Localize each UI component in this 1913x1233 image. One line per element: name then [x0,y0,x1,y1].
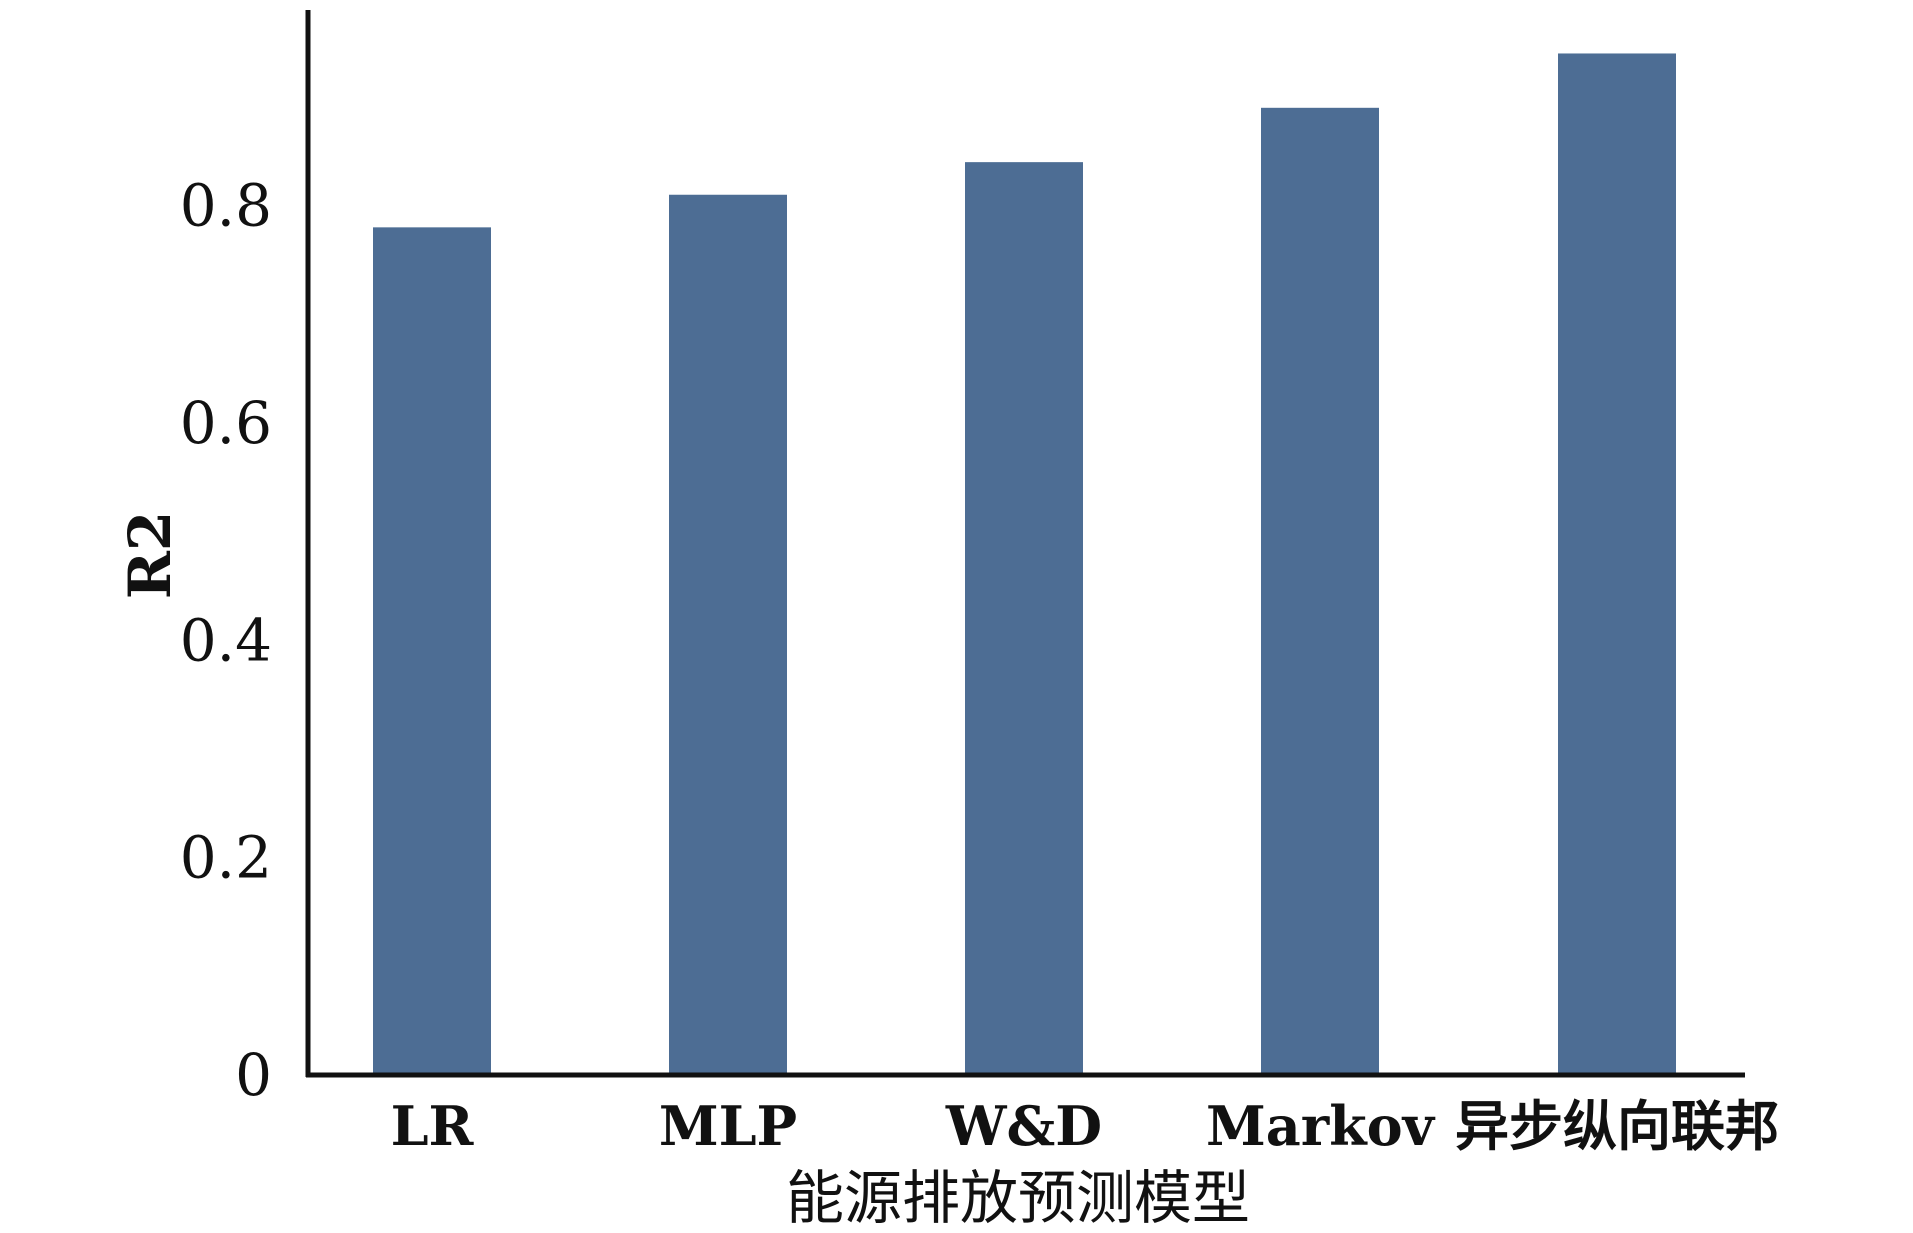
y-tick-labels: 0 0.2 0.4 0.6 0.8 [180,172,272,1109]
bar-2 [965,162,1083,1076]
y-tick-label-3: 0.6 [180,389,272,457]
bar-1 [669,194,787,1076]
y-tick-label-2: 0.4 [180,606,272,674]
x-tick-label-0: LR [391,1094,475,1158]
y-tick-label-0: 0 [235,1041,272,1109]
y-axis-title: R2 [116,511,184,600]
x-tick-label-2: W&D [945,1094,1102,1158]
y-tick-label-1: 0.2 [180,824,272,892]
bars-layer [373,53,1676,1076]
x-axis-title: 能源排放预测模型 [786,1164,1250,1228]
y-tick-label-4: 0.8 [180,172,272,240]
svg-text:R2: R2 [116,511,184,600]
x-category-labels: LR MLP W&D Markov 异步纵向联邦 [391,1094,1779,1158]
x-tick-label-1: MLP [659,1094,797,1158]
bar-0 [373,227,491,1076]
x-tick-label-3: Markov [1206,1094,1436,1158]
axes [305,10,1745,1078]
x-tick-label-4: 异步纵向联邦 [1455,1094,1779,1158]
bar-4 [1558,53,1676,1076]
bar-3 [1261,107,1379,1075]
